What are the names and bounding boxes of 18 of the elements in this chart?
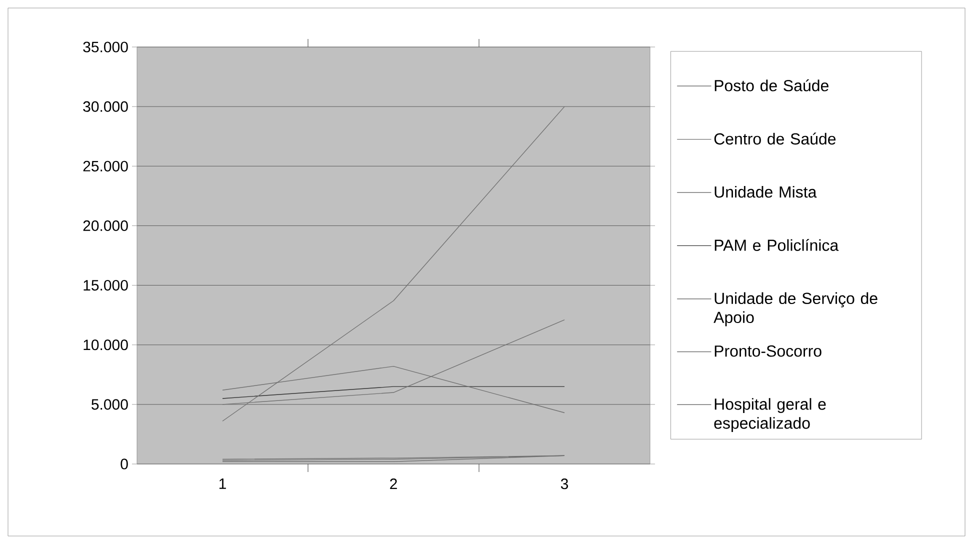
y-tick-label: 25.000 [83,160,128,172]
legend-label: Unidade Mista [714,186,817,198]
legend-label: Posto de Saúde [714,79,828,92]
y-tick-label: 35.000 [83,42,128,52]
x-tick-label: 1 [219,478,226,489]
y-tick-label: 0 [120,458,128,470]
y-tick-label: 5.000 [92,399,128,410]
y-tick-label: 30.000 [83,101,128,112]
legend-label: Pronto-Socorro [714,345,822,357]
x-tick-label: 2 [390,478,397,490]
legend-label: PAM e Policlínica [714,239,839,251]
y-tick-label: 15.000 [84,280,128,291]
x-tick-label: 3 [560,478,568,490]
y-tick-label: 20.000 [83,220,128,232]
legend-label: Hospital geral e especializado [714,398,826,432]
legend-label: Unidade de Serviço de Apoio [714,292,878,326]
legend-label: Centro de Saúde [714,132,836,145]
y-tick-label: 10.000 [84,340,128,350]
